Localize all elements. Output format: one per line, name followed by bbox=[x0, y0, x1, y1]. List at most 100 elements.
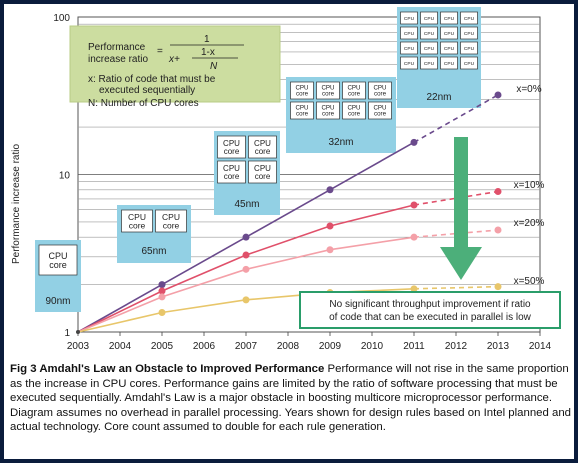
figure-frame: CPU core 90nm CPU core CPU core 65nm CPU core CPU c… bbox=[4, 4, 574, 459]
series-line-projection bbox=[413, 94, 499, 144]
cpu-core bbox=[316, 81, 340, 100]
cpu-core bbox=[368, 81, 392, 100]
caption-title: Fig 3 Amdahl's Law an Obstacle to Improv… bbox=[10, 363, 325, 375]
down-arrow-icon bbox=[440, 137, 482, 280]
cpu-core bbox=[420, 11, 438, 25]
cpu-core-label: CPU bbox=[295, 85, 308, 92]
node-label: 22nm bbox=[426, 92, 451, 103]
data-point bbox=[158, 281, 166, 289]
x-tick-label: 2006 bbox=[193, 341, 216, 352]
node-label: 65nm bbox=[141, 246, 166, 257]
data-point bbox=[494, 187, 502, 195]
formula-box: Performance increase ratio = 1 x+ 1-x N … bbox=[69, 25, 281, 109]
cpu-core-label: CPU bbox=[321, 105, 334, 112]
cpu-core bbox=[400, 41, 418, 55]
cpu-core-label: core bbox=[129, 221, 146, 231]
cpu-core-label: CPU bbox=[48, 251, 67, 261]
cpu-core bbox=[440, 26, 458, 40]
cpu-core bbox=[248, 135, 277, 159]
formula-x-plus: x+ bbox=[168, 54, 180, 65]
formula-numerator: 1 bbox=[204, 34, 210, 45]
cpu-core bbox=[440, 56, 458, 70]
cpu-core bbox=[460, 26, 478, 40]
cpu-core-label: CPU bbox=[464, 61, 475, 67]
data-point bbox=[326, 246, 334, 254]
cpu-core bbox=[217, 160, 246, 184]
x-tick-label: 2012 bbox=[445, 341, 468, 352]
cpu-core-label: CPU bbox=[373, 85, 386, 92]
formula-left-1: Performance bbox=[88, 42, 146, 53]
cpu-core bbox=[420, 26, 438, 40]
series-x=10% bbox=[77, 187, 502, 333]
cpu-core-label: CPU bbox=[464, 16, 475, 22]
note-line-2: of code that can be executed in parallel… bbox=[329, 312, 532, 323]
data-point bbox=[242, 251, 250, 259]
axis-ticks: 2003 2004 2005 2006 2007 2008 2009 2010 2011 2012… bbox=[53, 13, 551, 352]
cpu-core-label: CPU bbox=[444, 61, 455, 67]
data-point bbox=[410, 201, 418, 209]
formula-x-def-2: executed sequentially bbox=[99, 85, 195, 96]
cpu-core-label: core bbox=[348, 91, 361, 98]
data-point bbox=[158, 308, 166, 316]
series-label: x=20% bbox=[514, 218, 545, 229]
x-tick-label: 2013 bbox=[487, 341, 510, 352]
cpu-core-label: CPU bbox=[424, 31, 435, 37]
cpu-core-label: core bbox=[322, 91, 335, 98]
chart: CPUcore90nmCPUcoreCPUcore65nmCPUcoreCPUc… bbox=[11, 7, 561, 352]
cpu-core-label: CPU bbox=[444, 46, 455, 52]
x-tick-label: 2004 bbox=[109, 341, 132, 352]
note-line-1: No significant throughput improvement if… bbox=[329, 299, 531, 310]
node-blocks: CPUcore90nmCPUcoreCPUcore65nmCPUcoreCPUc… bbox=[35, 7, 481, 312]
data-point bbox=[410, 233, 418, 241]
cpu-core-label: CPU bbox=[404, 31, 415, 37]
cpu-core-label: CPU bbox=[444, 31, 455, 37]
cpu-core-label: core bbox=[163, 221, 180, 231]
data-point bbox=[242, 265, 250, 273]
series-label: x=50% bbox=[514, 276, 545, 287]
cpu-core-label: core bbox=[296, 111, 309, 118]
cpu-core-label: CPU bbox=[223, 139, 240, 148]
data-point bbox=[410, 285, 418, 293]
y-tick-label: 10 bbox=[59, 171, 71, 182]
data-point bbox=[158, 287, 166, 295]
cpu-core-label: CPU bbox=[404, 16, 415, 22]
cpu-core-label: CPU bbox=[254, 164, 271, 173]
cpu-core-label: core bbox=[296, 91, 309, 98]
cpu-core-label: CPU bbox=[254, 139, 271, 148]
data-point bbox=[410, 138, 418, 146]
cpu-core-label: CPU bbox=[347, 105, 360, 112]
cpu-core bbox=[440, 41, 458, 55]
x-tick-label: 2008 bbox=[277, 341, 300, 352]
cpu-core bbox=[420, 41, 438, 55]
cpu-core-label: CPU bbox=[464, 31, 475, 37]
cpu-core bbox=[290, 81, 314, 100]
data-point bbox=[494, 226, 502, 234]
data-point bbox=[326, 186, 334, 194]
cpu-core bbox=[440, 11, 458, 25]
formula-n: N bbox=[210, 61, 218, 72]
cpu-core bbox=[121, 209, 153, 233]
formula-x-def-1: x: Ratio of code that must be bbox=[88, 74, 216, 85]
cpu-core bbox=[460, 11, 478, 25]
cpu-core bbox=[342, 81, 366, 100]
data-point bbox=[242, 296, 250, 304]
x-tick-label: 2009 bbox=[319, 341, 342, 352]
cpu-core-label: CPU bbox=[444, 16, 455, 22]
cpu-core-label: core bbox=[374, 111, 387, 118]
y-tick-label: 100 bbox=[53, 13, 70, 24]
x-tick-label: 2011 bbox=[403, 341, 425, 352]
cpu-core-label: core bbox=[322, 111, 335, 118]
cpu-core-label: core bbox=[49, 260, 67, 270]
node-label: 32nm bbox=[328, 137, 353, 148]
cpu-core-label: CPU bbox=[464, 46, 475, 52]
cpu-core-label: core bbox=[255, 147, 271, 156]
cpu-core-label: CPU bbox=[321, 85, 334, 92]
cpu-core-label: core bbox=[374, 91, 387, 98]
caption-body: Performance will not rise in the same pr… bbox=[10, 363, 572, 434]
data-point bbox=[494, 283, 502, 291]
cpu-core-label: CPU bbox=[404, 61, 415, 67]
x-tick-label: 2007 bbox=[235, 341, 258, 352]
cpu-core bbox=[460, 56, 478, 70]
